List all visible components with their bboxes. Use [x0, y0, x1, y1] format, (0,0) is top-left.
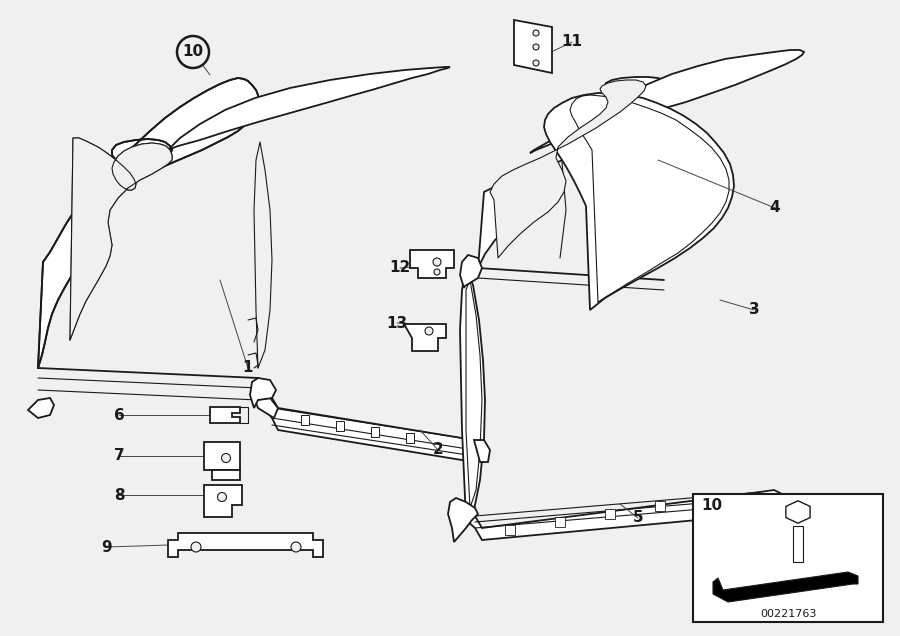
Circle shape — [434, 269, 440, 275]
Text: 11: 11 — [562, 34, 582, 50]
Polygon shape — [168, 533, 323, 557]
Text: 12: 12 — [390, 261, 410, 275]
Circle shape — [291, 542, 301, 552]
Polygon shape — [301, 415, 309, 425]
Polygon shape — [530, 50, 804, 153]
Polygon shape — [212, 470, 240, 480]
Text: 10: 10 — [183, 45, 203, 60]
Polygon shape — [204, 485, 242, 517]
Polygon shape — [165, 67, 450, 152]
Polygon shape — [38, 78, 258, 368]
Polygon shape — [250, 378, 276, 408]
Polygon shape — [514, 20, 552, 73]
Circle shape — [177, 36, 209, 68]
Bar — [693, 494, 883, 622]
Polygon shape — [460, 268, 485, 520]
Text: 00221763: 00221763 — [760, 609, 816, 619]
Polygon shape — [210, 407, 240, 423]
Polygon shape — [505, 525, 515, 535]
Polygon shape — [448, 498, 478, 542]
Polygon shape — [478, 77, 666, 268]
Polygon shape — [70, 138, 172, 340]
Polygon shape — [28, 398, 54, 418]
Text: 6: 6 — [113, 408, 124, 422]
Circle shape — [221, 453, 230, 462]
Text: 10: 10 — [701, 499, 722, 513]
Text: 7: 7 — [113, 448, 124, 464]
Text: 9: 9 — [102, 539, 112, 555]
Text: 8: 8 — [113, 488, 124, 502]
Text: 13: 13 — [386, 315, 408, 331]
Circle shape — [425, 327, 433, 335]
Polygon shape — [544, 93, 734, 310]
Circle shape — [533, 30, 539, 36]
Circle shape — [533, 44, 539, 50]
Polygon shape — [406, 433, 414, 443]
Polygon shape — [410, 250, 454, 278]
Polygon shape — [713, 572, 858, 602]
Polygon shape — [204, 442, 240, 470]
Polygon shape — [255, 398, 278, 418]
Polygon shape — [371, 427, 379, 437]
Polygon shape — [655, 501, 665, 511]
Circle shape — [533, 60, 539, 66]
Circle shape — [218, 492, 227, 502]
Polygon shape — [786, 501, 810, 523]
Text: 5: 5 — [633, 511, 643, 525]
Circle shape — [433, 258, 441, 266]
Polygon shape — [758, 490, 786, 520]
Polygon shape — [793, 526, 803, 562]
Polygon shape — [490, 80, 646, 258]
Polygon shape — [605, 509, 615, 519]
Circle shape — [191, 542, 201, 552]
Polygon shape — [336, 421, 344, 431]
Polygon shape — [460, 255, 482, 288]
Polygon shape — [258, 398, 480, 462]
Text: 4: 4 — [770, 200, 780, 216]
Polygon shape — [555, 517, 565, 527]
Text: 2: 2 — [433, 443, 444, 457]
Polygon shape — [474, 440, 490, 462]
Text: 1: 1 — [243, 361, 253, 375]
Text: 3: 3 — [749, 303, 760, 317]
Polygon shape — [466, 492, 768, 540]
Polygon shape — [404, 324, 446, 351]
